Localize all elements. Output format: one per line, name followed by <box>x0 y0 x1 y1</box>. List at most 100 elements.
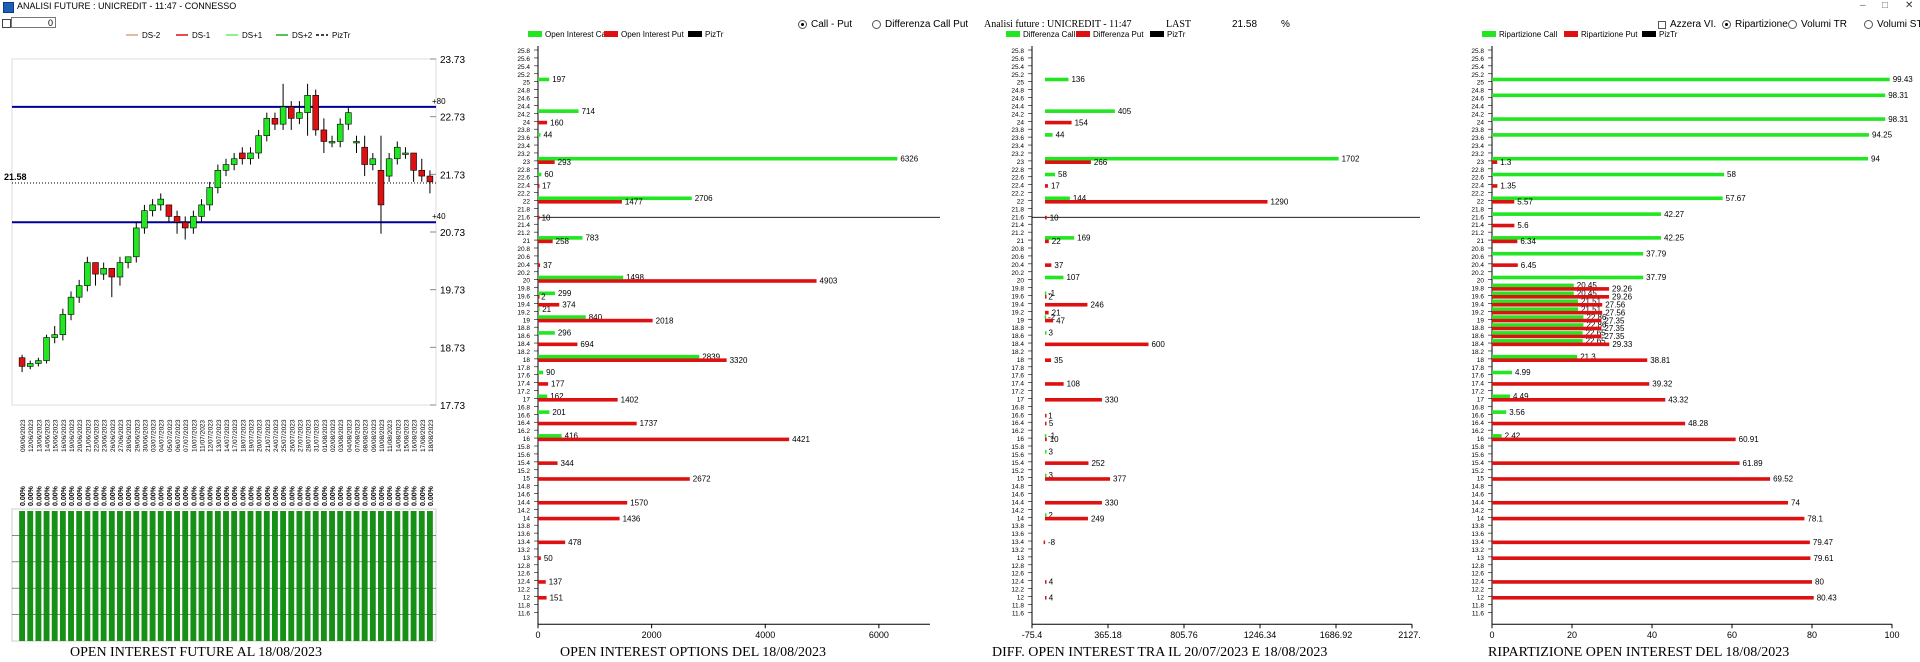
strike-label: 25.4 <box>517 64 530 71</box>
oi-future-bar <box>280 511 287 641</box>
call-bar <box>1492 196 1723 201</box>
put-value: 60.91 <box>1739 435 1760 444</box>
oi-future-bar <box>353 511 360 641</box>
offset-spinner[interactable]: 0 <box>11 17 56 28</box>
put-value: 39.32 <box>1652 380 1673 389</box>
maximize-button[interactable]: □ <box>1882 0 1889 11</box>
date-label: 16/06/2023 <box>61 419 68 452</box>
put-bar <box>538 263 541 267</box>
strike-label: 19.8 <box>1471 286 1484 293</box>
top-checkbox[interactable] <box>2 19 11 28</box>
strike-label: 25.8 <box>1011 48 1024 55</box>
date-label: 15/08/2023 <box>403 419 410 452</box>
put-value: 2018 <box>656 316 674 325</box>
date-label: 04/08/2023 <box>346 419 353 452</box>
strike-label: 14.6 <box>517 492 530 499</box>
call-value: 21.51 <box>1581 297 1602 306</box>
x-tick-label: 805.76 <box>1170 630 1198 640</box>
strike-label: 14 <box>523 515 531 522</box>
oi-pct-label: 0.00% <box>281 485 288 506</box>
put-bar <box>1492 421 1686 426</box>
candle-body <box>124 256 132 263</box>
call-value: 20.45 <box>1577 281 1598 290</box>
oi-pct-label: 0.00% <box>248 485 255 506</box>
put-value: 29.33 <box>1612 340 1633 349</box>
oi-future-bar <box>426 511 433 641</box>
call-bar <box>538 236 583 240</box>
x-tick-label: 60 <box>1727 630 1737 640</box>
legend-label: Open Interest Call <box>545 30 610 39</box>
call-bar <box>538 156 898 161</box>
put-bar <box>1045 500 1102 505</box>
radio-differenza-dot[interactable] <box>872 20 881 29</box>
candle-body <box>51 334 58 338</box>
checkbox-azzera[interactable]: Azzera VI. <box>1658 19 1716 30</box>
call-value: 144 <box>1073 194 1087 203</box>
date-label: 18/07/2023 <box>240 419 247 452</box>
candle-body <box>59 314 67 335</box>
put-bar <box>1043 540 1046 545</box>
radio-call-put-dot[interactable] <box>798 20 807 29</box>
put-bar <box>1492 287 1610 291</box>
put-bar <box>1045 342 1149 347</box>
call-value: 57.67 <box>1726 194 1747 203</box>
call-bar <box>1492 331 1583 335</box>
strike-label: 16.2 <box>517 428 530 435</box>
call-value: 162 <box>550 392 564 401</box>
date-label: 26/06/2023 <box>110 419 117 452</box>
strike-label: 17.8 <box>1011 365 1024 372</box>
radio-volumi-st[interactable]: Volumi ST <box>1864 19 1920 30</box>
strike-label: 17.8 <box>1471 365 1484 372</box>
strike-label: 13 <box>1477 555 1485 562</box>
call-value: 3 <box>1049 471 1054 480</box>
put-value: 258 <box>556 237 570 246</box>
put-bar <box>1045 199 1268 204</box>
call-value: 94.25 <box>1872 131 1893 140</box>
strike-label: 17 <box>1477 396 1485 403</box>
call-bar <box>1492 434 1502 438</box>
radio-volumi-tr-dot[interactable] <box>1788 20 1797 29</box>
strike-label: 23.8 <box>1471 127 1484 134</box>
strike-label: 12.6 <box>1011 571 1024 578</box>
radio-volumi-st-dot[interactable] <box>1864 20 1873 29</box>
date-label: 10/07/2023 <box>191 419 198 452</box>
strike-label: 21.6 <box>1471 214 1484 221</box>
oi-pct-label: 0.00% <box>77 485 84 506</box>
put-bar <box>1045 413 1047 418</box>
radio-differenza[interactable]: Differenza Call Put <box>872 19 968 30</box>
strike-label: 15.2 <box>1471 468 1484 475</box>
radio-volumi-tr[interactable]: Volumi TR <box>1788 19 1847 30</box>
window-title: ANALISI FUTURE : UNICREDIT - 11:47 - CON… <box>17 1 237 11</box>
legend-label: Ripartizione Call <box>1499 30 1557 39</box>
radio-ripartizione[interactable]: Ripartizione <box>1722 19 1788 30</box>
put-bar <box>538 215 540 220</box>
strike-label: 22.2 <box>1011 191 1024 198</box>
put-value: 5 <box>1049 419 1054 428</box>
call-value: 98.31 <box>1888 115 1909 124</box>
ref-line-lower-label: +40 <box>432 212 446 221</box>
strike-label: 13.2 <box>1471 547 1484 554</box>
strike-label: 18.2 <box>1471 349 1484 356</box>
call-bar <box>1492 307 1579 311</box>
strike-label: 14.6 <box>1471 492 1484 499</box>
oi-future-bar <box>288 511 295 641</box>
oi-future-bar <box>402 511 409 641</box>
call-value: 20.45 <box>1577 289 1598 298</box>
candle-body <box>345 112 352 125</box>
radio-call-put[interactable]: Call - Put <box>798 19 852 30</box>
strike-label: 15.8 <box>1471 444 1484 451</box>
put-bar <box>538 421 637 426</box>
oi-future-bar <box>84 511 91 641</box>
oi-pct-label: 0.00% <box>420 485 427 506</box>
minimize-button[interactable]: – <box>1860 0 1866 11</box>
azzera-check[interactable] <box>1658 20 1666 29</box>
oi-future-bar <box>410 511 417 641</box>
oi-pct-label: 0.00% <box>355 485 362 506</box>
radio-ripartizione-dot[interactable] <box>1722 20 1731 29</box>
close-button[interactable]: ✕ <box>1905 0 1914 11</box>
candle-body <box>279 106 287 125</box>
date-label: 16/08/2023 <box>412 419 419 452</box>
call-bar <box>1492 315 1584 319</box>
put-value: 2 <box>541 293 546 302</box>
legend-swatch <box>1076 31 1090 37</box>
